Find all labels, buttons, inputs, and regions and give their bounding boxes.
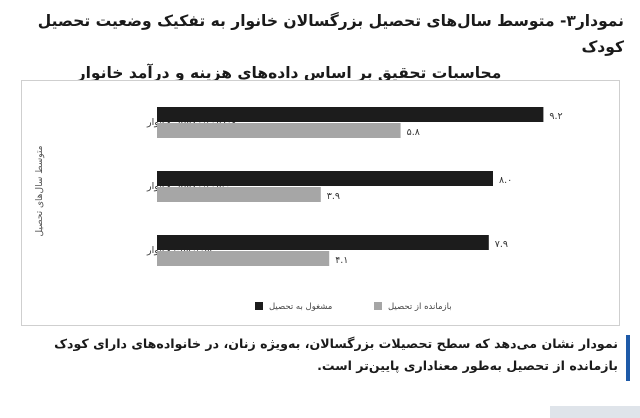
- bar-dropout: [157, 123, 401, 138]
- data-label: ۹.۲: [549, 111, 562, 122]
- chart-title-line2: محاسبات تحقیق بر اساس داده‌های هزینه و د…: [76, 64, 502, 82]
- data-label: ۵.۸: [407, 127, 420, 138]
- legend-swatch: [255, 302, 263, 310]
- corner-decoration: [550, 406, 640, 418]
- chart-title: نمودار۳- متوسط سال‌های تحصیل بزرگسالان خ…: [14, 8, 624, 86]
- data-label: ۳.۹: [327, 191, 340, 202]
- chart-frame: متوسط سال‌های تحصیل مردان بزرگسال خانوار ۹…: [21, 80, 620, 326]
- bar-enrolled: [157, 235, 489, 250]
- data-label: ۸.۰: [499, 175, 512, 186]
- bar-dropout: [157, 251, 330, 266]
- data-label: ۴.۱: [335, 255, 348, 266]
- legend-label: بازمانده از تحصیل: [388, 302, 452, 312]
- chart-title-line1: نمودار۳- متوسط سال‌های تحصیل بزرگسالان خ…: [37, 12, 624, 56]
- bar-enrolled: [157, 107, 544, 122]
- caption-text: نمودار نشان می‌دهد که سطح تحصیلات بزرگسا…: [54, 336, 618, 373]
- category-label: سرپرست خانوار: [146, 245, 212, 256]
- data-label: ۷.۹: [495, 239, 508, 250]
- bar-enrolled: [157, 171, 493, 186]
- y-axis-title: متوسط سال‌های تحصیل: [35, 145, 45, 236]
- bar-dropout: [157, 187, 321, 202]
- caption-accent-bar: [626, 335, 630, 381]
- chart-caption: نمودار نشان می‌دهد که سطح تحصیلات بزرگسا…: [20, 333, 630, 413]
- legend-label: مشغول به تحصیل: [269, 302, 332, 312]
- legend-swatch: [374, 302, 382, 310]
